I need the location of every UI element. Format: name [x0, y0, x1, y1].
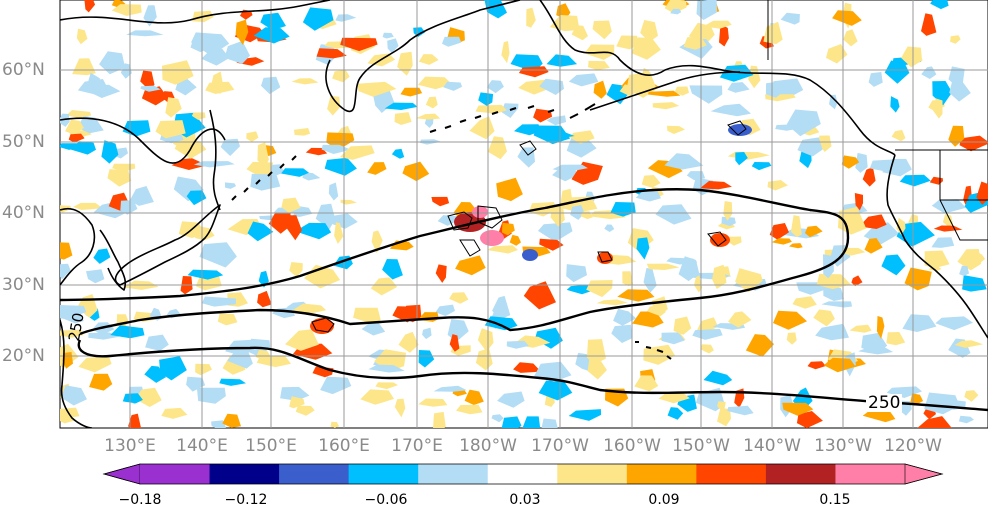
colorbar-cell: [209, 464, 280, 484]
anomaly-shading: [60, 0, 988, 428]
coast-korea: [99, 229, 127, 291]
coast-japan: [114, 204, 221, 286]
colorbar-cell: [626, 464, 697, 484]
colorbar-tick-label: 0.09: [648, 492, 680, 508]
lat-tick-label: 40°N: [2, 203, 45, 223]
lon-tick-label: 120°W: [884, 436, 942, 456]
contour-label-250: 250: [866, 393, 903, 413]
lat-tick-label: 50°N: [2, 132, 45, 152]
lon-tick-label: 170°W: [531, 436, 589, 456]
colorbar-cell: [487, 464, 558, 484]
hawaii-islands: [635, 341, 672, 360]
colorbar: [102, 463, 944, 485]
lon-tick-label: 140°E: [176, 436, 228, 456]
colorbar-cell: [418, 464, 489, 484]
colorbar-tick-label: 0.15: [819, 492, 851, 508]
lat-lon-grid: [60, 0, 988, 428]
contour-250: [60, 188, 988, 412]
colorbar-tick-label: −0.12: [224, 492, 268, 508]
lon-tick-label: 130°W: [814, 436, 872, 456]
lon-tick-label: 150°W: [672, 436, 730, 456]
contour-250-north: [60, 188, 850, 336]
coastlines: [60, 0, 988, 428]
coast-north-america: [886, 154, 988, 339]
colorbar-cell: [696, 464, 767, 484]
colorbar-cell: [140, 464, 211, 484]
lat-tick-label: 60°N: [2, 60, 45, 80]
coast-sakhalin: [209, 109, 221, 211]
kuril-islands: [231, 155, 297, 201]
border-state-b: [939, 199, 988, 241]
coast-okhotsk: [60, 117, 226, 164]
lon-tick-label: 180°W: [459, 436, 517, 456]
colorbar-outline: [102, 463, 944, 485]
lon-tick-label: 140°W: [743, 436, 801, 456]
colorbar-tick-label: −0.06: [364, 492, 408, 508]
lon-tick-label: 160°W: [603, 436, 661, 456]
lat-tick-label: 30°N: [2, 275, 45, 295]
lon-tick-label: 160°E: [318, 436, 370, 456]
colorbar-max-arrow: [904, 463, 944, 485]
colorbar-cell: [765, 464, 836, 484]
aleutian-islands: [429, 103, 596, 133]
lon-tick-label: 130°E: [104, 436, 156, 456]
colorbar-tick-label: 0.03: [509, 492, 541, 508]
colorbar-min-arrow: [102, 463, 141, 485]
colorbar-cell: [348, 464, 419, 484]
coast-alaska: [539, 0, 896, 156]
colorbar-tick-label: −0.18: [118, 492, 162, 508]
lon-tick-label: 150°E: [245, 436, 297, 456]
contour-250-south: [77, 339, 988, 412]
local-contours: [311, 120, 747, 333]
coast-china: [60, 207, 96, 286]
coast-siberia: [60, 0, 331, 24]
lon-tick-label: 170°E: [391, 436, 443, 456]
coast-china-south: [60, 319, 93, 428]
lat-tick-label: 20°N: [2, 346, 45, 366]
coast-alaska-peninsula: [589, 71, 741, 111]
colorbar-cell: [279, 464, 350, 484]
colorbar-cell: [557, 464, 628, 484]
colorbar-cell: [835, 464, 906, 484]
coast-kamchatka: [325, 0, 521, 113]
